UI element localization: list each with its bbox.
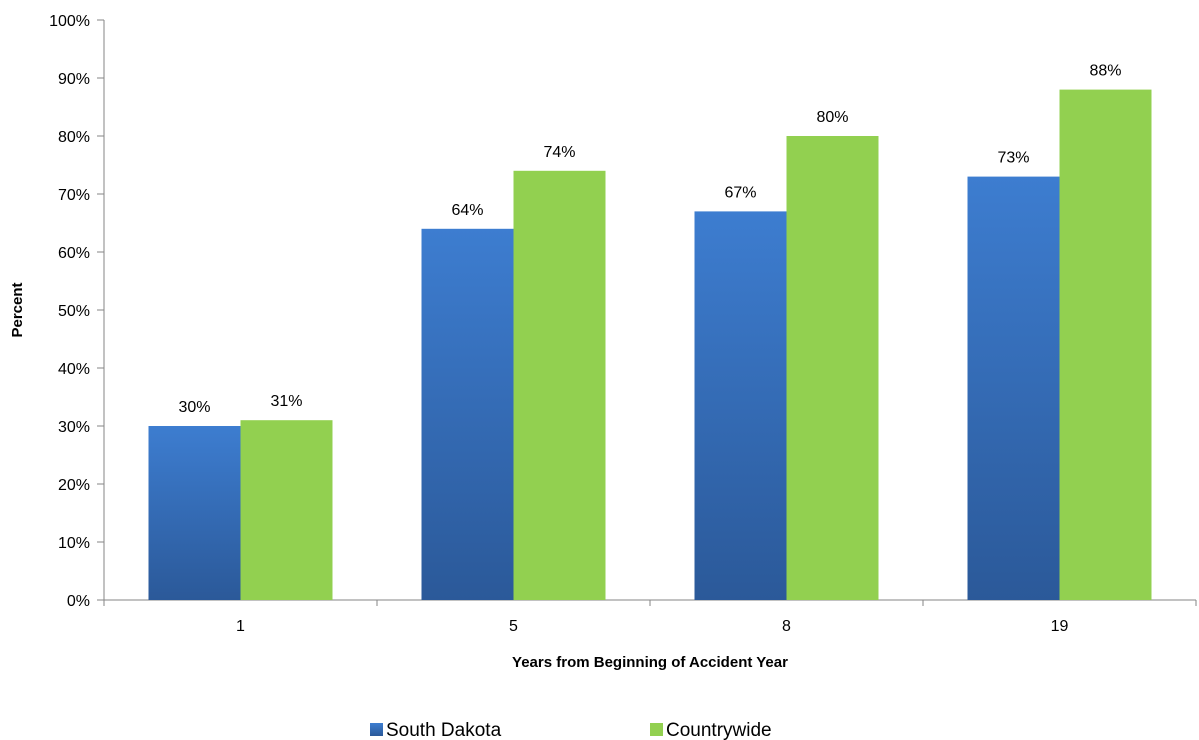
x-tick-label: 19	[1051, 618, 1069, 635]
y-tick-label: 80%	[58, 129, 90, 146]
y-tick-label: 20%	[58, 477, 90, 494]
bar-countrywide	[240, 420, 333, 600]
y-tick-label: 90%	[58, 71, 90, 88]
data-label: 73%	[997, 150, 1029, 167]
data-label: 80%	[816, 109, 848, 126]
data-label: 88%	[1089, 63, 1121, 80]
y-tick-label: 0%	[67, 593, 90, 610]
bar-south-dakota	[694, 211, 787, 600]
y-tick-label: 30%	[58, 419, 90, 436]
data-label: 74%	[543, 144, 575, 161]
bar-south-dakota	[967, 176, 1060, 600]
y-tick-label: 10%	[58, 535, 90, 552]
legend: South Dakota Countrywide	[370, 720, 772, 740]
data-label: 67%	[724, 184, 756, 201]
x-axis-title: Years from Beginning of Accident Year	[512, 654, 788, 671]
data-label: 31%	[270, 393, 302, 410]
bar-countrywide	[786, 136, 879, 600]
bar-countrywide	[1059, 89, 1152, 600]
y-tick-label: 100%	[49, 13, 90, 30]
x-tick-label: 1	[236, 618, 245, 635]
y-tick-label: 70%	[58, 187, 90, 204]
y-tick-label: 40%	[58, 361, 90, 378]
data-label: 64%	[451, 202, 483, 219]
data-label: 30%	[178, 399, 210, 416]
y-axis-title: Percent	[9, 282, 26, 337]
bar-countrywide	[513, 170, 606, 601]
x-tick-label: 5	[509, 618, 518, 635]
y-tick-label: 60%	[58, 245, 90, 262]
x-tick-label: 8	[782, 618, 791, 635]
bar-south-dakota	[421, 228, 514, 601]
legend-label-south-dakota: South Dakota	[386, 720, 502, 740]
y-tick-label: 50%	[58, 303, 90, 320]
bars	[148, 89, 1152, 601]
legend-swatch-countrywide	[650, 723, 663, 736]
legend-swatch-south-dakota	[370, 723, 383, 736]
data-labels: 30% 31% 64% 74% 67% 80% 73% 88%	[178, 63, 1121, 416]
y-axis: 0% 10% 20% 30% 40% 50% 60% 70% 80% 90% 100%	[49, 13, 105, 610]
bar-south-dakota	[148, 426, 241, 600]
legend-label-countrywide: Countrywide	[666, 720, 772, 740]
x-axis: 1 5 8 19	[103, 599, 1197, 635]
